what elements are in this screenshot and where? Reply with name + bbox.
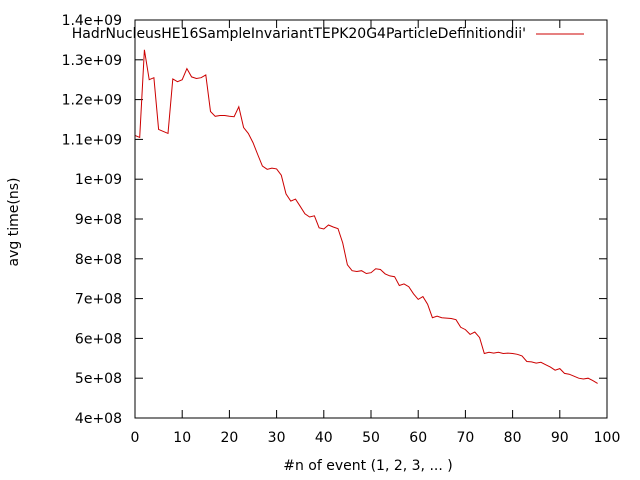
x-tick-label: 40 — [315, 430, 333, 446]
y-tick-label: 1.2e+09 — [62, 93, 122, 109]
plot-series — [134, 49, 598, 384]
y-tick-label: 5e+08 — [75, 371, 122, 387]
y-tick-label: 7e+08 — [75, 292, 122, 308]
x-tick-label: 90 — [551, 430, 569, 446]
x-axis-title: #n of event (1, 2, 3, ... ) — [283, 458, 452, 474]
x-tick-label: 60 — [409, 430, 427, 446]
legend: HadrNucleusHE16SampleInvariantTEPK20G4Pa… — [72, 26, 584, 42]
x-tick-label: 0 — [131, 430, 140, 446]
y-tick-label: 9e+08 — [75, 212, 122, 228]
x-tick-label: 70 — [456, 430, 474, 446]
x-tick-label: 20 — [220, 430, 238, 446]
y-tick-label: 1e+09 — [75, 172, 122, 188]
y-axis-title: avg time(ns) — [6, 178, 22, 267]
x-tick-label: 100 — [594, 430, 621, 446]
legend-label: HadrNucleusHE16SampleInvariantTEPK20G4Pa… — [72, 26, 526, 42]
y-tick-label: 1.1e+09 — [62, 132, 122, 148]
x-axis-ticks: 0 10 20 30 40 50 60 70 80 90 100 — [131, 20, 621, 446]
y-tick-label: 6e+08 — [75, 331, 122, 347]
series-line-0 — [134, 49, 598, 384]
y-tick-label: 4e+08 — [75, 411, 122, 427]
y-tick-label: 8e+08 — [75, 252, 122, 268]
x-tick-label: 50 — [362, 430, 380, 446]
y-tick-label: 1.3e+09 — [62, 53, 122, 69]
x-tick-label: 10 — [173, 430, 191, 446]
plot-frame — [134, 19, 608, 419]
y-tick-label: 1.4e+09 — [62, 13, 122, 29]
x-tick-label: 30 — [268, 430, 286, 446]
y-axis-ticks: 4e+08 5e+08 6e+08 7e+08 8e+08 9e+08 1e+09 1.1e+… — [62, 13, 607, 427]
x-tick-label: 80 — [504, 430, 522, 446]
